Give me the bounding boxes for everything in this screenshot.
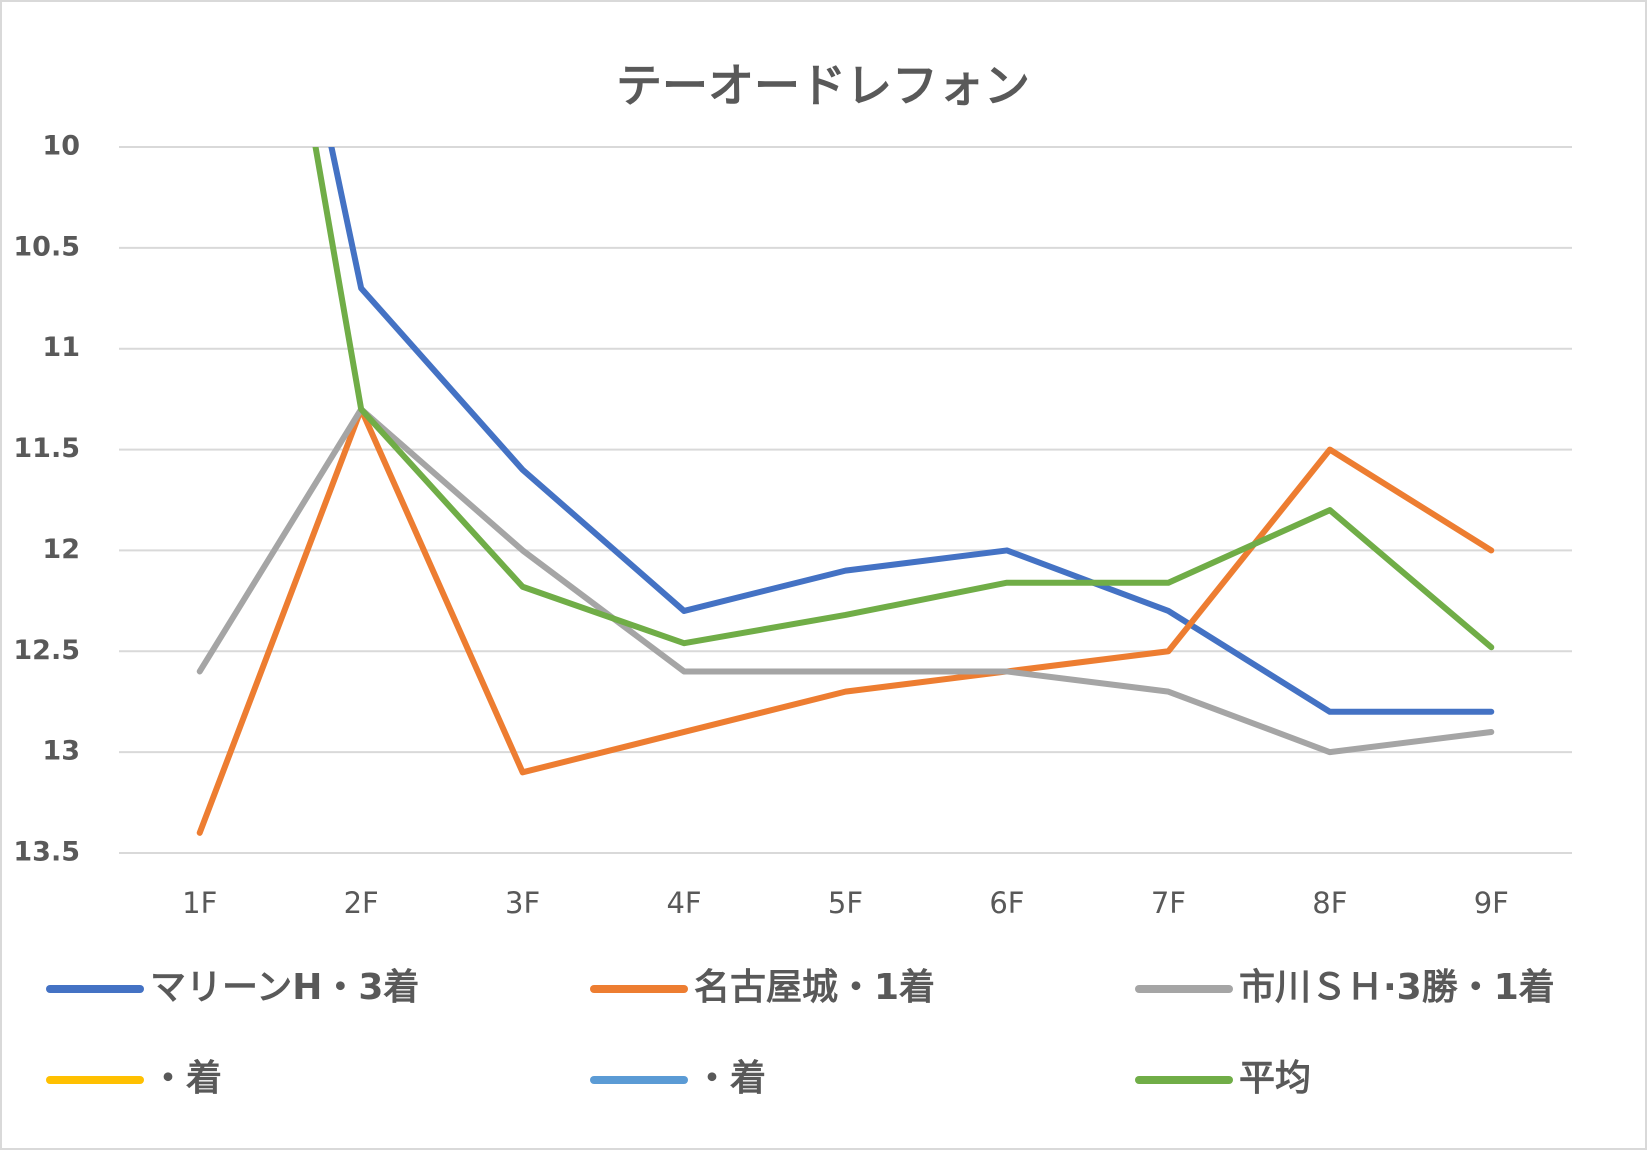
x-tick-label: 1F xyxy=(182,886,217,920)
legend-label: ・着 xyxy=(150,1058,222,1099)
legend-label: ・着 xyxy=(694,1058,766,1099)
chart-title: テーオードレフォン xyxy=(616,59,1030,113)
x-tick-label: 3F xyxy=(505,886,540,920)
series-line xyxy=(196,406,1495,756)
x-tick-label: 8F xyxy=(1312,886,1347,920)
legend-label: 平均 xyxy=(1239,1058,1311,1099)
series-line xyxy=(312,147,1495,651)
y-tick-label: 12 xyxy=(42,534,80,565)
y-tick-label: 10.5 xyxy=(13,231,80,262)
y-tick-label: 12.5 xyxy=(13,635,80,666)
y-tick-label: 13.5 xyxy=(13,837,80,868)
y-tick-label: 11 xyxy=(42,332,80,363)
x-tick-label: 7F xyxy=(1151,886,1186,920)
y-tick-label: 10 xyxy=(42,131,80,162)
y-tick-label: 13 xyxy=(42,736,80,767)
legend-label: 市川ＳＨ·3勝・1着 xyxy=(1239,967,1555,1008)
series-line xyxy=(328,147,1495,715)
legend-label: マリーンH・3着 xyxy=(150,967,419,1008)
series-line xyxy=(196,406,1495,836)
x-tick-label: 6F xyxy=(989,886,1024,920)
plot-area xyxy=(196,147,1495,836)
x-tick-label: 2F xyxy=(344,886,379,920)
x-tick-label: 4F xyxy=(666,886,701,920)
legend-label: 名古屋城・1着 xyxy=(694,967,935,1008)
x-tick-label: 5F xyxy=(828,886,863,920)
y-tick-label: 11.5 xyxy=(13,433,80,464)
x-tick-label: 9F xyxy=(1474,886,1509,920)
